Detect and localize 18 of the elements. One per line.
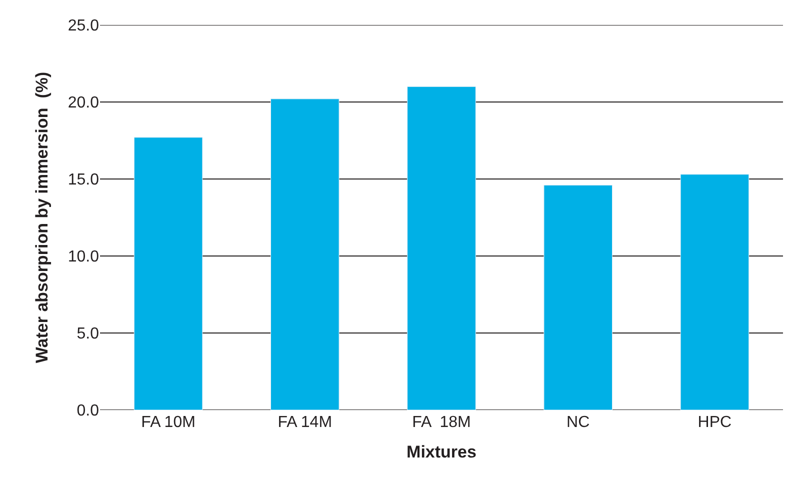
bar (134, 137, 203, 410)
bar (544, 184, 612, 410)
y-tick-label: 5.0 (76, 326, 100, 343)
x-tick-label: FA 10M (141, 414, 196, 431)
bar (680, 174, 750, 410)
x-tick-label: FA 18M (412, 414, 471, 431)
x-tick-label: HPC (698, 414, 732, 431)
bar (407, 86, 476, 410)
y-tick-label: 10.0 (68, 248, 100, 266)
bar (270, 98, 340, 410)
x-tick-label: FA 14M (278, 414, 332, 431)
x-tick-label: NC (566, 414, 590, 431)
y-tick-label: 0.0 (76, 402, 100, 420)
y-tick-label: 20.0 (68, 94, 100, 112)
y-tick-label: 15.0 (68, 172, 100, 189)
y-tick-label: 25.0 (68, 18, 100, 35)
y-axis-title: Water absorprion by immersion (%) (32, 72, 52, 364)
x-axis-title: Mixtures (406, 442, 476, 462)
